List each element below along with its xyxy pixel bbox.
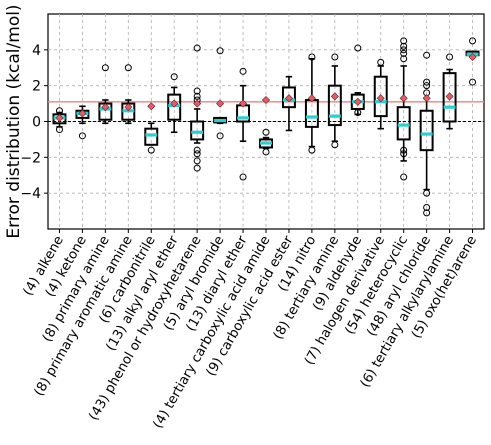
mean-marker [216, 99, 225, 108]
outlier-point [101, 64, 109, 72]
outlier-point [216, 47, 224, 55]
y-tick-label: 4 [32, 43, 41, 59]
outlier-point [193, 157, 201, 165]
box-iqr [327, 84, 342, 127]
outlier-point [55, 126, 63, 134]
outlier-point [170, 73, 178, 81]
mean-marker [193, 99, 202, 108]
outlier-point [216, 132, 224, 140]
box-group [327, 53, 342, 149]
y-axis-label: Error distribution (kcal/mol) [4, 4, 24, 238]
outlier-point [262, 148, 270, 156]
box-iqr [281, 86, 296, 109]
outlier-point [308, 53, 316, 61]
mean-marker [376, 94, 385, 103]
mean-marker [55, 113, 64, 122]
outlier-point [331, 53, 339, 61]
outlier-point [147, 146, 155, 154]
mean-marker [101, 103, 110, 112]
outlier-point [423, 209, 431, 217]
outlier-point [469, 37, 477, 45]
box-group [281, 75, 296, 132]
outlier-point [354, 109, 362, 117]
box-iqr [190, 120, 205, 141]
outlier-point [193, 150, 201, 158]
outlier-point [239, 173, 247, 181]
box-group [190, 44, 205, 172]
mean-marker [124, 103, 133, 112]
outlier-point [78, 132, 86, 140]
box-group [121, 64, 136, 125]
outlier-point [423, 82, 431, 90]
box-iqr [396, 106, 411, 141]
mean-marker [399, 94, 408, 103]
outlier-point [423, 51, 431, 59]
box-group [350, 44, 365, 117]
outlier-point [239, 67, 247, 75]
outlier-point [377, 58, 385, 66]
mean-marker [422, 94, 431, 103]
outlier-point [446, 53, 454, 61]
box-group [304, 53, 319, 154]
mean-marker [307, 94, 316, 103]
outlier-point [193, 44, 201, 52]
mean-marker [147, 102, 156, 111]
box-group [465, 37, 480, 86]
mean-marker [239, 99, 248, 108]
outlier-point [193, 92, 201, 100]
box-group [373, 58, 388, 130]
box-iqr [373, 75, 388, 118]
mean-marker [330, 92, 339, 101]
outlier-point [354, 44, 362, 52]
mean-marker [445, 92, 454, 101]
y-tick-label: 2 [32, 79, 41, 95]
mean-marker [284, 94, 293, 103]
outlier-point [400, 173, 408, 181]
box-group [396, 37, 411, 181]
y-tick-label: −2 [20, 150, 41, 166]
mean-marker [261, 95, 271, 105]
box-group [442, 53, 457, 130]
box-group [167, 73, 182, 134]
box-group [52, 107, 67, 134]
outlier-point [193, 146, 201, 154]
box-group [236, 67, 251, 181]
box-iqr [144, 127, 159, 146]
box-group [213, 47, 228, 140]
outlier-point [193, 164, 201, 172]
outlier-point [400, 49, 408, 57]
outlier-point [400, 146, 408, 154]
box-group [75, 105, 90, 140]
outlier-point [262, 128, 270, 136]
outlier-point [331, 141, 339, 149]
mean-marker [78, 109, 87, 118]
outlier-point [400, 42, 408, 50]
outlier-point [124, 64, 132, 72]
box-iqr [419, 109, 434, 152]
outlier-point [423, 204, 431, 211]
outlier-point [193, 87, 201, 95]
box-iqr [442, 72, 457, 123]
outlier-point [55, 107, 63, 115]
box-group [144, 102, 159, 154]
y-tick-label: 0 [32, 115, 41, 131]
outlier-point [400, 55, 408, 63]
box-group [419, 51, 434, 217]
outlier-point [423, 189, 431, 197]
outlier-point [400, 150, 408, 158]
box-iqr [167, 93, 182, 121]
box-group [259, 95, 273, 156]
mean-marker [353, 97, 362, 106]
outlier-point [308, 146, 316, 154]
mean-marker [468, 52, 477, 62]
y-tick-label: −4 [20, 186, 41, 202]
boxes-layer [52, 37, 480, 217]
outlier-point [423, 78, 431, 86]
outlier-point [400, 46, 408, 54]
box-group [98, 64, 113, 125]
outlier-point [469, 78, 477, 86]
mean-marker [170, 99, 179, 108]
outlier-point [400, 37, 408, 45]
